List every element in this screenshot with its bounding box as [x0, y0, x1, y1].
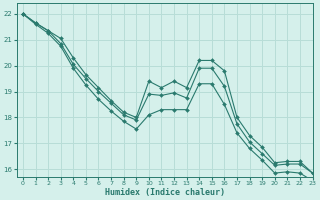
X-axis label: Humidex (Indice chaleur): Humidex (Indice chaleur): [105, 188, 225, 197]
